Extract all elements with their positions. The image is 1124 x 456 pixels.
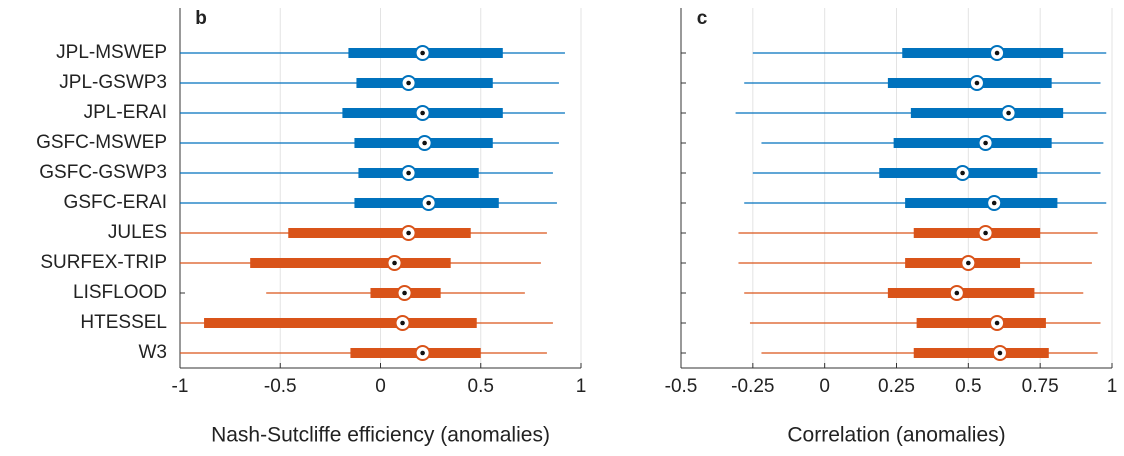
- median-dot: [954, 290, 960, 296]
- iqr-box: [905, 198, 1058, 208]
- x-axis-label: Correlation (anomalies): [787, 424, 1005, 447]
- median-dot: [400, 320, 405, 326]
- x-tick-label: 0: [375, 376, 386, 397]
- median-dot: [420, 110, 425, 116]
- category-label: GSFC-ERAI: [64, 192, 167, 213]
- x-tick-label: -1: [172, 376, 189, 397]
- category-label: HTESSEL: [80, 312, 167, 333]
- x-tick-label: 1: [576, 376, 587, 397]
- median-dot: [420, 50, 425, 56]
- x-tick-label: -0.25: [731, 376, 774, 397]
- iqr-box: [204, 318, 477, 328]
- iqr-box: [902, 48, 1064, 58]
- category-label: GSFC-MSWEP: [36, 132, 167, 153]
- median-dot: [392, 260, 397, 266]
- iqr-box: [913, 228, 1041, 238]
- x-tick-label: 0: [819, 376, 830, 397]
- category-label: SURFEX-TRIP: [40, 252, 167, 273]
- x-tick-label: 1: [1107, 376, 1118, 397]
- x-tick-label: 0.5: [955, 376, 981, 397]
- iqr-box: [916, 318, 1046, 328]
- iqr-box: [288, 228, 471, 238]
- median-dot: [997, 350, 1003, 356]
- category-label: JULES: [108, 222, 167, 243]
- median-dot: [406, 230, 411, 236]
- iqr-box: [250, 258, 451, 268]
- median-dot: [974, 80, 980, 86]
- median-dot: [983, 230, 988, 236]
- median-dot: [406, 80, 411, 86]
- panel-title: c: [697, 8, 708, 29]
- x-tick-label: 0.5: [468, 376, 494, 397]
- category-label: W3: [139, 342, 168, 363]
- iqr-box: [893, 138, 1052, 148]
- category-label: JPL-GSWP3: [59, 72, 167, 93]
- median-dot: [426, 200, 431, 206]
- category-label: LISFLOOD: [73, 282, 167, 303]
- x-tick-label: 0.25: [878, 376, 915, 397]
- category-label: GSFC-GSWP3: [39, 162, 167, 183]
- median-dot: [991, 200, 997, 206]
- median-dot: [983, 140, 988, 146]
- median-dot: [966, 260, 971, 266]
- median-dot: [994, 320, 1000, 326]
- x-tick-label: -0.5: [264, 376, 297, 397]
- iqr-box: [913, 348, 1049, 358]
- category-label: JPL-MSWEP: [56, 42, 167, 63]
- x-axis-label: Nash-Sutcliffe efficiency (anomalies): [211, 424, 550, 447]
- x-tick-label: 0.75: [1022, 376, 1059, 397]
- iqr-box: [356, 78, 493, 88]
- iqr-box: [910, 108, 1064, 118]
- median-dot: [960, 170, 965, 176]
- panel-title: b: [195, 8, 207, 29]
- median-dot: [994, 50, 1000, 56]
- median-dot: [422, 140, 427, 146]
- x-tick-label: -0.5: [665, 376, 698, 397]
- median-dot: [420, 350, 425, 356]
- median-dot: [1006, 110, 1011, 116]
- category-label: JPL-ERAI: [84, 102, 167, 123]
- iqr-box: [358, 168, 479, 178]
- median-dot: [406, 170, 411, 176]
- median-dot: [402, 290, 407, 296]
